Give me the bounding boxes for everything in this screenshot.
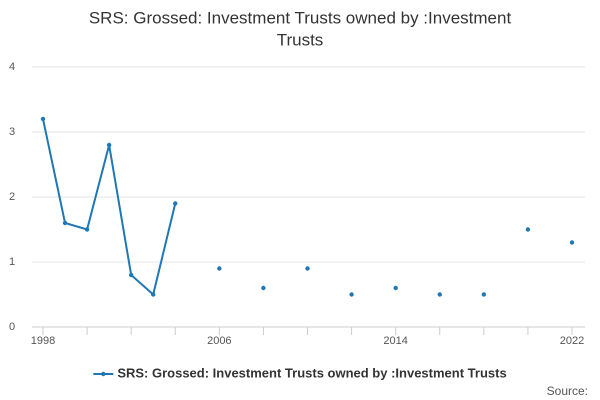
x-tick-label: 2014	[383, 335, 407, 347]
point	[481, 292, 487, 297]
y-tick-label: 2	[9, 191, 15, 203]
point	[569, 240, 575, 245]
y-tick-label: 0	[9, 321, 15, 333]
chart-title: Trusts	[277, 30, 324, 49]
point	[40, 116, 46, 122]
chart-title: SRS: Grossed: Investment Trusts owned by…	[89, 8, 512, 27]
point	[525, 227, 531, 232]
source: Source:	[547, 384, 588, 398]
y-tick-label: 3	[9, 126, 15, 138]
point	[305, 266, 310, 271]
point	[393, 285, 398, 291]
point	[106, 142, 112, 148]
point	[217, 266, 222, 271]
legend-marker	[101, 371, 106, 377]
point	[151, 292, 156, 297]
y-tick-label: 4	[9, 61, 15, 73]
point	[349, 292, 354, 297]
y-tick-label: 1	[9, 256, 15, 268]
x-tick-label: 2022	[560, 335, 584, 347]
point	[84, 227, 90, 232]
point	[437, 292, 442, 297]
point	[261, 285, 266, 291]
point	[62, 220, 68, 226]
legend-label: SRS: Grossed: Investment Trusts owned by…	[117, 365, 506, 380]
point	[173, 201, 178, 206]
point	[128, 272, 134, 278]
x-tick-label: 2006	[207, 335, 231, 347]
x-tick-label: 1998	[31, 335, 55, 347]
